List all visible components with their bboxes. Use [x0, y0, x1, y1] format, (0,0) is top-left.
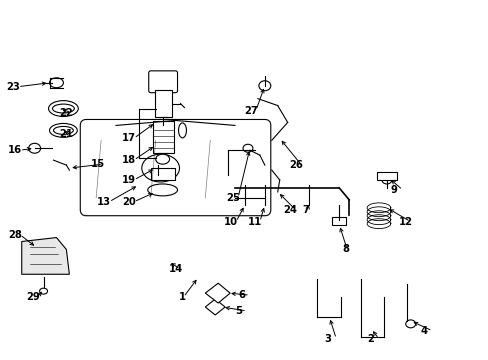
Text: 9: 9 — [390, 185, 397, 195]
Ellipse shape — [243, 144, 252, 152]
Polygon shape — [21, 238, 69, 274]
FancyBboxPatch shape — [148, 71, 177, 93]
Ellipse shape — [178, 123, 186, 138]
Text: 24: 24 — [283, 205, 297, 215]
Ellipse shape — [49, 78, 63, 88]
Text: 23: 23 — [6, 82, 20, 92]
Polygon shape — [205, 299, 224, 315]
Ellipse shape — [53, 126, 73, 134]
Text: 22: 22 — [60, 108, 73, 117]
Text: 5: 5 — [235, 306, 242, 316]
Text: 16: 16 — [8, 145, 21, 155]
Ellipse shape — [405, 320, 415, 328]
Ellipse shape — [40, 288, 47, 294]
Ellipse shape — [147, 184, 177, 196]
Text: 13: 13 — [97, 197, 111, 207]
Ellipse shape — [155, 154, 169, 164]
Ellipse shape — [142, 154, 179, 182]
Text: 26: 26 — [289, 160, 303, 170]
Text: 29: 29 — [26, 292, 40, 302]
Ellipse shape — [52, 104, 74, 113]
Bar — [332, 217, 346, 225]
Text: 27: 27 — [244, 105, 257, 116]
Text: 17: 17 — [122, 133, 136, 143]
Bar — [152, 121, 173, 153]
Text: 14: 14 — [168, 264, 183, 274]
Text: 11: 11 — [247, 217, 262, 227]
Ellipse shape — [29, 143, 41, 153]
Bar — [154, 90, 171, 117]
FancyBboxPatch shape — [80, 120, 270, 216]
Text: 25: 25 — [225, 193, 240, 203]
Ellipse shape — [258, 81, 270, 91]
Text: 7: 7 — [302, 205, 309, 215]
Text: 15: 15 — [91, 159, 105, 169]
Ellipse shape — [49, 123, 77, 137]
Text: 28: 28 — [8, 230, 21, 239]
Text: 19: 19 — [122, 175, 136, 185]
Bar — [376, 172, 396, 180]
Text: 6: 6 — [238, 290, 244, 300]
Text: 2: 2 — [366, 334, 373, 344]
Text: 18: 18 — [122, 155, 136, 165]
Text: 20: 20 — [122, 197, 136, 207]
Text: 1: 1 — [178, 292, 185, 302]
Ellipse shape — [48, 100, 78, 117]
Text: 4: 4 — [420, 326, 427, 336]
Polygon shape — [205, 283, 230, 303]
Bar — [150, 168, 174, 180]
Text: 8: 8 — [342, 244, 348, 255]
Text: 12: 12 — [398, 217, 412, 227]
Text: 3: 3 — [324, 334, 330, 344]
Text: 21: 21 — [59, 129, 73, 139]
Text: 10: 10 — [224, 217, 238, 227]
Ellipse shape — [381, 176, 391, 184]
